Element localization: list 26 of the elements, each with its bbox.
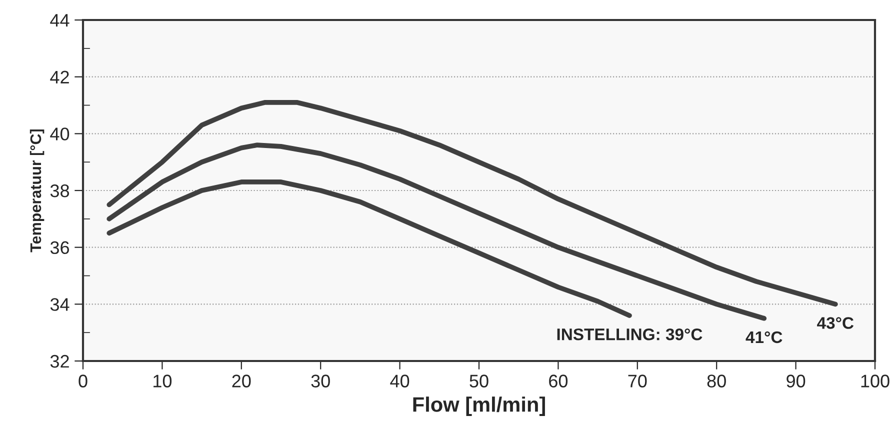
x-tick-label: 30 [311,374,330,388]
y-tick-label: 34 [50,298,70,311]
series-label: INSTELLING: 39°C [557,328,702,340]
line-series [106,142,767,321]
x-tick-label: 0 [78,374,88,388]
x-tick-label: 80 [707,374,726,388]
y-axis-title: Temperatuur [°C] [30,129,44,252]
y-tick-label: 38 [50,184,70,198]
line-series [106,100,838,307]
line-series [106,180,632,318]
x-tick-label: 20 [232,374,251,388]
x-tick-label: 60 [549,374,568,388]
x-tick-label: 40 [390,374,410,388]
x-tick-label: 10 [154,374,172,388]
x-tick-label: 100 [861,374,890,388]
y-tick-label: 40 [50,128,70,140]
y-tick-label: 42 [50,70,69,84]
x-axis-title: Flow [ml/min] [413,396,545,416]
series-label: 41°C [746,331,782,344]
y-tick-label: 44 [50,14,70,27]
series-label: 43°C [817,317,854,329]
x-tick-label: 50 [470,374,488,388]
y-tick-label: 32 [50,354,69,368]
x-tick-label: 90 [786,374,806,388]
x-tick-label: 70 [628,374,647,388]
y-tick-label: 36 [50,241,70,254]
